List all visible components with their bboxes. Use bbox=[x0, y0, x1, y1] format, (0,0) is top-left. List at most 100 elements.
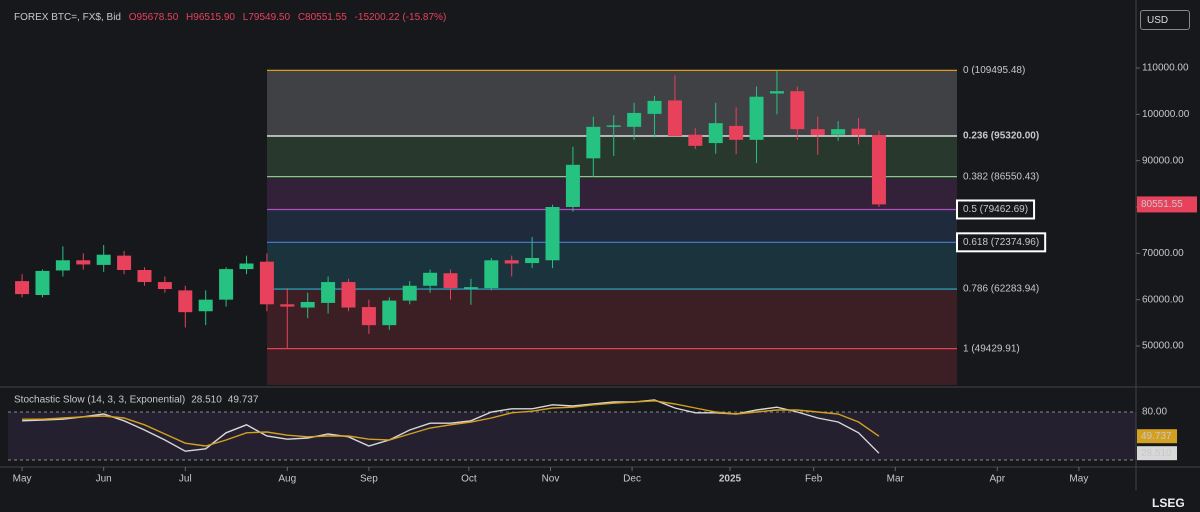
candle-body bbox=[402, 285, 417, 301]
candle-body bbox=[708, 123, 723, 144]
candle-body bbox=[729, 125, 744, 140]
fib-label: 0.786 (62283.94) bbox=[963, 284, 1039, 295]
stoch-title: Stochastic Slow (14, 3, 3, Exponential) bbox=[14, 395, 185, 406]
candle-body bbox=[606, 125, 621, 127]
candle-body bbox=[259, 261, 274, 305]
brand-logo: LSEG bbox=[1152, 496, 1185, 510]
y-tick-label: 60000.00 bbox=[1142, 294, 1184, 305]
high: H96515.90 bbox=[186, 12, 235, 23]
low: L79549.50 bbox=[242, 12, 291, 23]
candle-body bbox=[871, 135, 886, 205]
candle-body bbox=[423, 272, 438, 286]
x-tick-label: Sep bbox=[360, 474, 378, 485]
y-tick-label: 50000.00 bbox=[1142, 341, 1184, 352]
y-tick-label: 70000.00 bbox=[1142, 248, 1184, 259]
fib-zone bbox=[267, 242, 957, 290]
candle-body bbox=[198, 299, 213, 312]
candle-body bbox=[239, 263, 254, 270]
fib-zone bbox=[267, 289, 957, 349]
candle-body bbox=[178, 290, 193, 313]
candle-body bbox=[321, 282, 336, 303]
stoch-legend-value: 28.510 bbox=[191, 395, 222, 406]
candle-body bbox=[851, 128, 866, 136]
candle-body bbox=[157, 282, 172, 290]
last-price-badge bbox=[1137, 196, 1197, 213]
x-tick-label: May bbox=[13, 474, 32, 485]
close: C80551.55 bbox=[297, 12, 347, 23]
stoch-badge-label: 49.737 bbox=[1141, 431, 1172, 442]
candle-body bbox=[341, 282, 356, 308]
fib-zone bbox=[267, 209, 957, 243]
candle-body bbox=[749, 96, 764, 140]
header: FOREX BTC=, FX$, Bid O95678.50 H96515.90… bbox=[14, 12, 451, 23]
stoch-legend-value: 49.737 bbox=[228, 395, 259, 406]
candle-body bbox=[484, 260, 499, 289]
fib-highlight bbox=[956, 232, 1047, 253]
candle-body bbox=[565, 164, 580, 207]
fib-zone bbox=[267, 136, 957, 177]
candle-body bbox=[790, 91, 805, 130]
y-tick-label: 90000.00 bbox=[1142, 155, 1184, 166]
fib-label: 0.236 (95320.00) bbox=[963, 131, 1039, 142]
candle-body bbox=[647, 100, 662, 114]
stoch-badge bbox=[1137, 429, 1177, 444]
candle-body bbox=[96, 254, 111, 265]
candle-body bbox=[443, 273, 458, 289]
fib-label: 0.382 (86550.43) bbox=[963, 171, 1039, 182]
candle-body bbox=[504, 260, 519, 264]
candle-body bbox=[586, 126, 601, 159]
candle-body bbox=[810, 129, 825, 136]
candle-body bbox=[280, 304, 295, 307]
candle-body bbox=[219, 269, 234, 300]
candle-body bbox=[769, 91, 784, 94]
fib-label: 0.618 (72374.96) bbox=[963, 237, 1039, 248]
x-tick-label: Apr bbox=[989, 474, 1005, 485]
y-tick-label: 80.00 bbox=[1142, 407, 1167, 418]
x-tick-label: Nov bbox=[542, 474, 560, 485]
x-tick-label: Oct bbox=[461, 474, 477, 485]
candle-body bbox=[15, 281, 30, 295]
candle-body bbox=[361, 307, 376, 326]
candle-body bbox=[137, 270, 152, 283]
x-tick-label: 2025 bbox=[719, 474, 742, 485]
fib-label: 0.5 (79462.69) bbox=[963, 204, 1028, 215]
last-price-label: 80551.55 bbox=[1141, 199, 1183, 210]
stoch-badge bbox=[1137, 446, 1177, 461]
candle-body bbox=[688, 134, 703, 146]
stoch-line bbox=[22, 400, 880, 447]
x-tick-label: Mar bbox=[887, 474, 905, 485]
candle-body bbox=[76, 260, 91, 265]
x-tick-label: Jun bbox=[96, 474, 112, 485]
x-tick-label: Jul bbox=[179, 474, 192, 485]
fib-zone bbox=[267, 70, 957, 137]
candle-body bbox=[831, 129, 846, 135]
candle-body bbox=[667, 100, 682, 137]
candle-body bbox=[55, 260, 70, 271]
x-tick-label: May bbox=[1069, 474, 1088, 485]
candle-body bbox=[35, 270, 50, 296]
x-tick-label: Aug bbox=[278, 474, 296, 485]
fib-label: 1 (49429.91) bbox=[963, 343, 1020, 354]
fib-zone bbox=[267, 176, 957, 210]
candle-body bbox=[382, 300, 397, 326]
x-tick-label: Dec bbox=[623, 474, 641, 485]
currency-button[interactable]: USD bbox=[1140, 10, 1190, 30]
y-tick-label: 110000.00 bbox=[1142, 63, 1189, 74]
fib-zone bbox=[267, 348, 957, 385]
candle-body bbox=[545, 206, 560, 261]
y-tick-label: 100000.00 bbox=[1142, 109, 1190, 120]
candle-body bbox=[627, 112, 642, 127]
x-tick-label: Feb bbox=[805, 474, 823, 485]
candle-body bbox=[525, 257, 540, 264]
fib-highlight bbox=[956, 199, 1036, 220]
stoch-badge-label: 28.510 bbox=[1141, 448, 1172, 459]
candle-body bbox=[463, 287, 478, 289]
candle-body bbox=[300, 301, 315, 308]
change: -15200.22 (-15.87%) bbox=[354, 12, 447, 23]
open: O95678.50 bbox=[128, 12, 179, 23]
fib-label: 0 (109495.48) bbox=[963, 65, 1025, 76]
symbol: FOREX BTC=, FX$, Bid bbox=[14, 12, 121, 23]
candle-body bbox=[117, 255, 132, 271]
